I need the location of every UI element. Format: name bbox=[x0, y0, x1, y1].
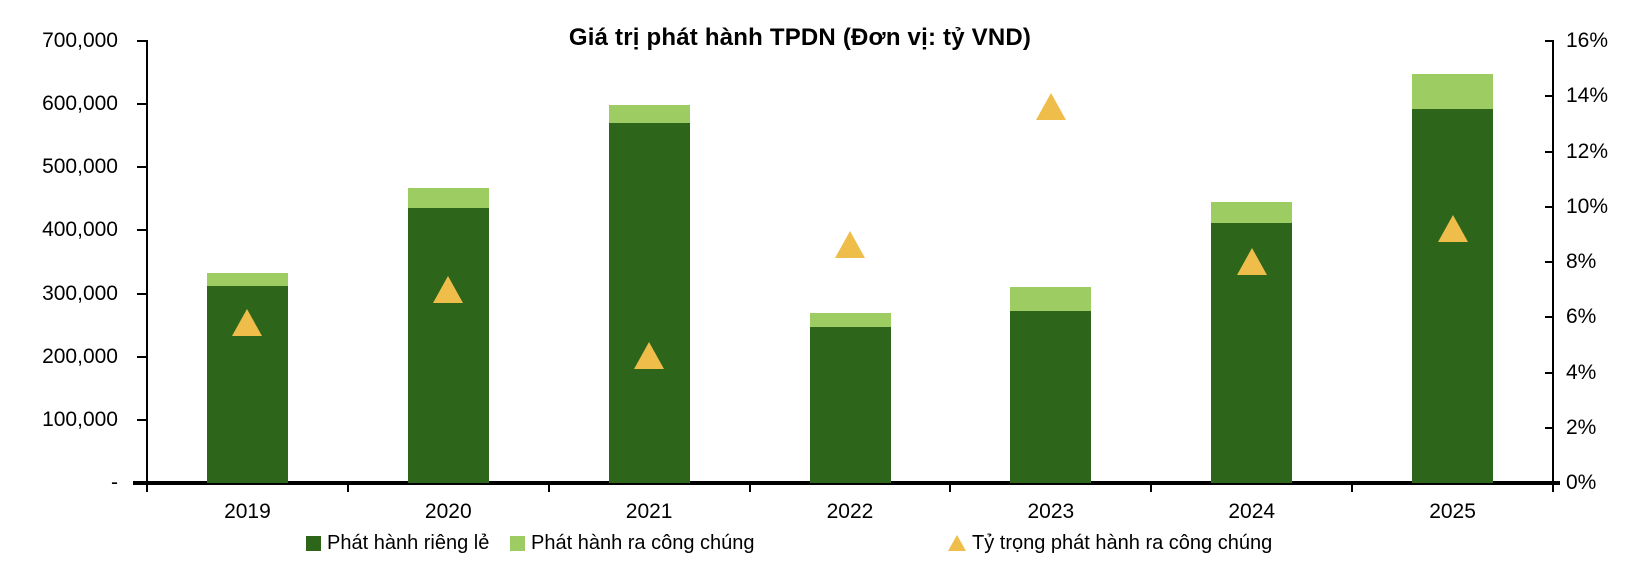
right-axis-tick-mark bbox=[1545, 316, 1553, 319]
left-axis-tick-mark bbox=[137, 482, 147, 484]
bar-public-2019 bbox=[206, 273, 288, 286]
legend-square-icon bbox=[510, 535, 525, 551]
right-axis-tick-label: 0% bbox=[1566, 471, 1597, 494]
left-axis-tick-mark bbox=[137, 229, 147, 232]
x-axis-category-label: 2025 bbox=[1429, 500, 1476, 523]
x-axis-tick-mark bbox=[949, 483, 952, 492]
bar-private-2023 bbox=[1010, 311, 1092, 483]
bar-public-2021 bbox=[608, 104, 690, 124]
x-axis-category-label: 2023 bbox=[1027, 500, 1075, 523]
right-axis-tick-label: 6% bbox=[1566, 305, 1597, 329]
left-axis-tick-mark bbox=[137, 166, 147, 169]
right-axis-tick-mark bbox=[1545, 261, 1553, 263]
left-axis-tick-label: 300,000 bbox=[42, 281, 118, 305]
bar-private-2021 bbox=[608, 123, 690, 483]
legend-square-icon bbox=[306, 535, 321, 551]
right-axis-tick-label: 2% bbox=[1566, 415, 1597, 439]
left-axis-tick-mark bbox=[137, 355, 147, 358]
legend-item-private: Phát hành riêng lẻ bbox=[306, 531, 489, 555]
legend-label: Phát hành riêng lẻ bbox=[327, 532, 490, 554]
ratio-marker-2020 bbox=[433, 275, 464, 303]
x-axis-category-label: 2021 bbox=[625, 500, 673, 523]
ratio-marker-2021 bbox=[634, 341, 665, 369]
left-axis-tick-label: 200,000 bbox=[42, 344, 118, 368]
right-axis-tick-label: 4% bbox=[1566, 360, 1597, 384]
ratio-marker-2024 bbox=[1236, 248, 1267, 275]
left-axis-tick-label: - bbox=[111, 471, 118, 494]
x-axis-category-label: 2019 bbox=[224, 500, 271, 523]
x-axis-category-label: 2020 bbox=[424, 500, 472, 523]
left-axis-tick-label: 700,000 bbox=[42, 29, 118, 52]
x-axis-tick-mark bbox=[346, 483, 349, 492]
left-axis-tick-label: 600,000 bbox=[42, 92, 118, 116]
right-axis-tick-label: 10% bbox=[1566, 194, 1609, 218]
left-axis-tick-mark bbox=[137, 292, 147, 295]
legend-item-public: Phát hành ra công chúng bbox=[510, 531, 755, 555]
x-axis-tick-mark bbox=[1150, 483, 1153, 492]
legend-triangle-icon bbox=[948, 535, 966, 551]
x-axis-category-label: 2024 bbox=[1228, 500, 1276, 523]
ratio-marker-2025 bbox=[1437, 214, 1468, 242]
left-axis-tick-label: 400,000 bbox=[42, 218, 118, 242]
ratio-marker-2023 bbox=[1035, 93, 1066, 121]
x-axis-tick-mark bbox=[547, 483, 550, 492]
right-axis-tick-label: 14% bbox=[1566, 84, 1609, 108]
right-axis-tick-mark bbox=[1545, 150, 1553, 153]
left-axis-line bbox=[146, 40, 148, 483]
bar-public-2025 bbox=[1412, 74, 1494, 110]
right-axis-tick-mark bbox=[1545, 482, 1553, 484]
chart-title: Giá trị phát hành TPDN (Đơn vị: tỷ VND) bbox=[568, 24, 1032, 51]
left-axis-tick-mark bbox=[137, 40, 147, 42]
right-axis-line bbox=[1552, 40, 1554, 483]
ratio-marker-2019 bbox=[232, 308, 263, 336]
ratio-marker-2022 bbox=[835, 231, 865, 259]
legend-label: Phát hành ra công chúng bbox=[531, 532, 755, 554]
legend-item-ratio: Tỷ trọng phát hành ra công chúng bbox=[948, 531, 1272, 555]
x-axis-tick-mark bbox=[1351, 483, 1354, 492]
right-axis-tick-mark bbox=[1545, 426, 1553, 429]
bar-public-2020 bbox=[407, 188, 489, 209]
x-axis-line bbox=[133, 481, 1560, 485]
right-axis-tick-label: 8% bbox=[1566, 250, 1597, 273]
bar-private-2020 bbox=[407, 208, 489, 483]
x-axis-category-label: 2022 bbox=[826, 500, 874, 523]
x-axis-tick-mark bbox=[748, 483, 751, 492]
right-axis-tick-label: 12% bbox=[1566, 139, 1609, 163]
left-axis-tick-mark bbox=[137, 103, 147, 106]
left-axis-tick-label: 500,000 bbox=[42, 155, 118, 179]
bar-public-2022 bbox=[809, 313, 891, 328]
right-axis-tick-label: 16% bbox=[1566, 29, 1609, 52]
right-axis-tick-mark bbox=[1545, 40, 1553, 42]
x-axis-tick-mark bbox=[146, 483, 148, 492]
right-axis-tick-mark bbox=[1545, 371, 1553, 374]
bar-private-2025 bbox=[1412, 109, 1494, 483]
bar-public-2024 bbox=[1211, 202, 1293, 224]
left-axis-tick-label: 100,000 bbox=[42, 407, 118, 431]
legend-label: Tỷ trọng phát hành ra công chúng bbox=[972, 532, 1273, 554]
right-axis-tick-mark bbox=[1545, 205, 1553, 208]
bar-private-2022 bbox=[809, 327, 891, 483]
left-axis-tick-mark bbox=[137, 418, 147, 421]
bar-public-2023 bbox=[1010, 287, 1092, 312]
right-axis-tick-mark bbox=[1545, 95, 1553, 98]
x-axis-tick-mark bbox=[1552, 483, 1554, 492]
